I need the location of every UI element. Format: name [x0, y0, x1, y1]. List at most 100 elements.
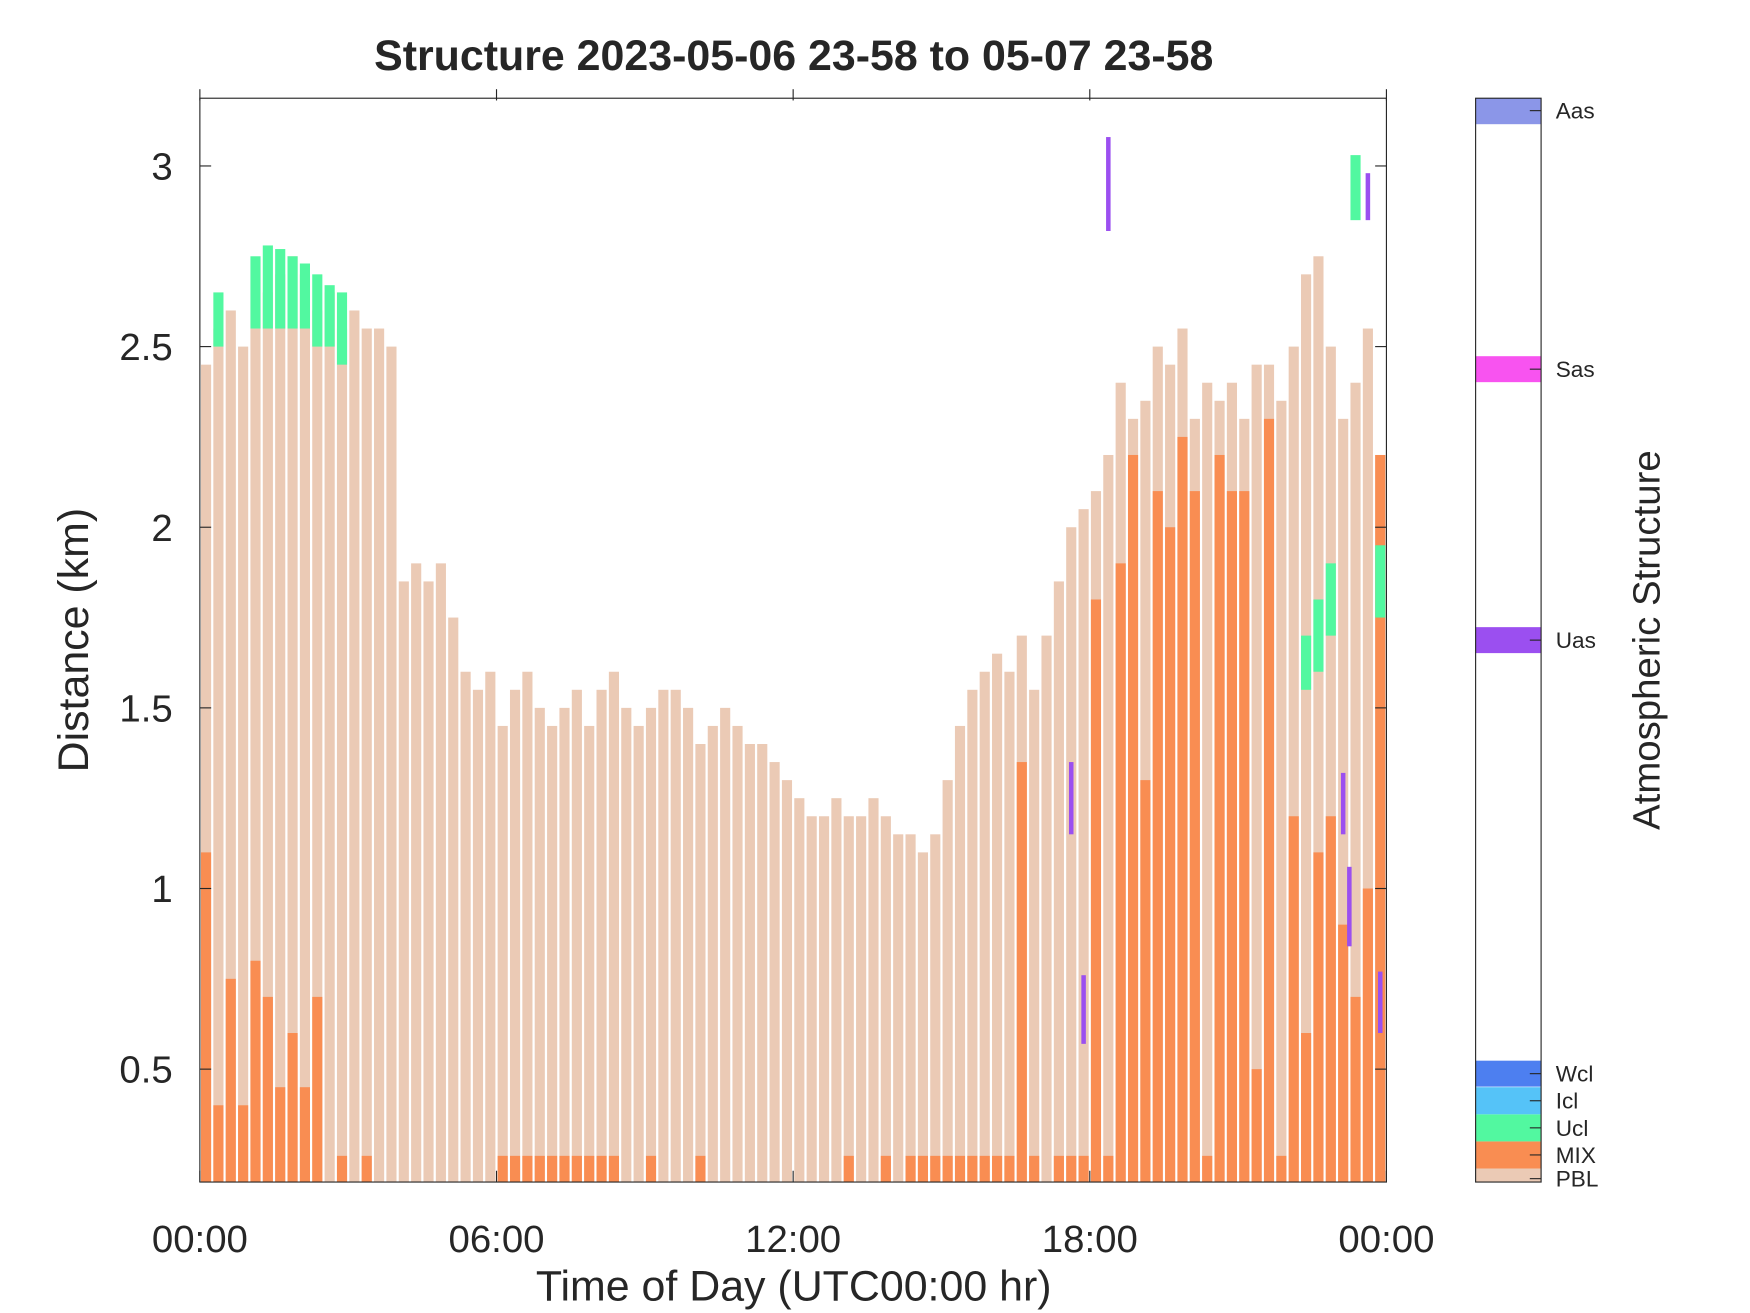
x-tick-label: 00:00: [152, 1218, 248, 1261]
bar: [336, 328, 348, 1183]
y-tick-label: 1: [151, 868, 172, 911]
bar: [1288, 346, 1299, 1183]
bar: [954, 1155, 966, 1183]
bar: [1214, 454, 1225, 1183]
bar: [1066, 527, 1077, 1183]
bar: [658, 689, 669, 1183]
y-tick-label: 3: [151, 146, 172, 189]
bar: [250, 328, 261, 1183]
y-tick-label: 0.5: [119, 1049, 172, 1092]
bar: [522, 1155, 533, 1183]
bar: [225, 310, 236, 1183]
bar: [522, 671, 533, 1183]
bar: [1029, 689, 1040, 1183]
bar: [806, 816, 817, 1183]
segment: [262, 245, 273, 329]
bar: [1053, 581, 1064, 1183]
bar: [954, 725, 966, 1183]
bar: [843, 1155, 854, 1183]
bar: [312, 996, 323, 1183]
bar: [559, 1155, 570, 1183]
bar: [1251, 364, 1262, 1183]
bar: [509, 1155, 521, 1183]
bar: [917, 852, 928, 1183]
bar: [1276, 400, 1287, 1183]
bar: [1338, 924, 1349, 1183]
segment: [336, 292, 348, 365]
bar: [584, 1155, 595, 1183]
bar: [1189, 491, 1200, 1183]
bar: [497, 1155, 508, 1183]
bar: [262, 292, 273, 1183]
bar: [448, 617, 459, 1183]
bar: [238, 1105, 249, 1183]
bar: [1029, 1155, 1040, 1183]
bar: [608, 1155, 619, 1183]
bar: [262, 996, 273, 1183]
segment: [1377, 971, 1383, 1034]
bar: [707, 725, 718, 1183]
bar: [769, 762, 780, 1183]
bar: [905, 834, 916, 1183]
x-tick-label: 00:00: [1338, 1218, 1434, 1261]
colorbar-tick-label: MIX: [1556, 1143, 1596, 1168]
bar: [213, 328, 224, 1183]
bar: [1066, 1155, 1077, 1183]
bar: [1078, 509, 1089, 1183]
bar: [1301, 274, 1312, 1183]
segment: [250, 256, 261, 329]
bar: [1313, 256, 1324, 1183]
bar: [794, 798, 805, 1183]
bar: [460, 671, 471, 1183]
bar: [893, 834, 904, 1183]
bar: [757, 743, 768, 1183]
bar: [361, 1155, 372, 1183]
segment: [1325, 563, 1336, 636]
segment: [299, 263, 310, 329]
bar: [645, 707, 657, 1183]
colorbar-tick-label: Aas: [1556, 99, 1595, 124]
bar: [275, 1087, 286, 1183]
segment: [1301, 635, 1312, 690]
bar: [1016, 762, 1027, 1183]
bar: [547, 725, 558, 1183]
segment: [1081, 975, 1086, 1044]
bar: [1004, 1155, 1015, 1183]
bar: [596, 1155, 607, 1183]
bar: [571, 689, 582, 1183]
chart-title: Structure 2023-05-06 23-58 to 05-07 23-5…: [374, 32, 1213, 80]
bar: [1226, 491, 1237, 1183]
bar: [386, 346, 397, 1183]
bar: [1140, 780, 1151, 1183]
bar: [1375, 454, 1386, 1183]
segment: [1340, 772, 1346, 835]
bar: [509, 689, 521, 1183]
bar: [596, 689, 607, 1183]
bar: [979, 1155, 990, 1183]
segment: [1313, 599, 1324, 672]
colorbar-tick-label: Sas: [1556, 357, 1595, 382]
bar: [547, 1155, 558, 1183]
bar: [374, 328, 385, 1183]
bar: [633, 725, 644, 1183]
bar: [930, 1155, 941, 1183]
bar: [485, 671, 496, 1183]
bar: [942, 780, 953, 1183]
segment: [1375, 545, 1386, 618]
bar: [1177, 436, 1188, 1183]
bar: [1152, 491, 1163, 1183]
x-tick-label: 12:00: [745, 1218, 841, 1261]
bar: [695, 1155, 706, 1183]
bar: [1276, 1155, 1287, 1183]
bar: [1350, 996, 1361, 1183]
bar: [1362, 888, 1373, 1183]
bar: [497, 725, 508, 1183]
y-tick-label: 2.5: [119, 326, 172, 369]
bar: [336, 1155, 348, 1183]
bar: [1301, 1033, 1312, 1183]
bar: [670, 689, 681, 1183]
segment: [213, 292, 224, 347]
bar: [423, 581, 434, 1183]
bar: [200, 364, 212, 1183]
bar: [200, 852, 212, 1183]
